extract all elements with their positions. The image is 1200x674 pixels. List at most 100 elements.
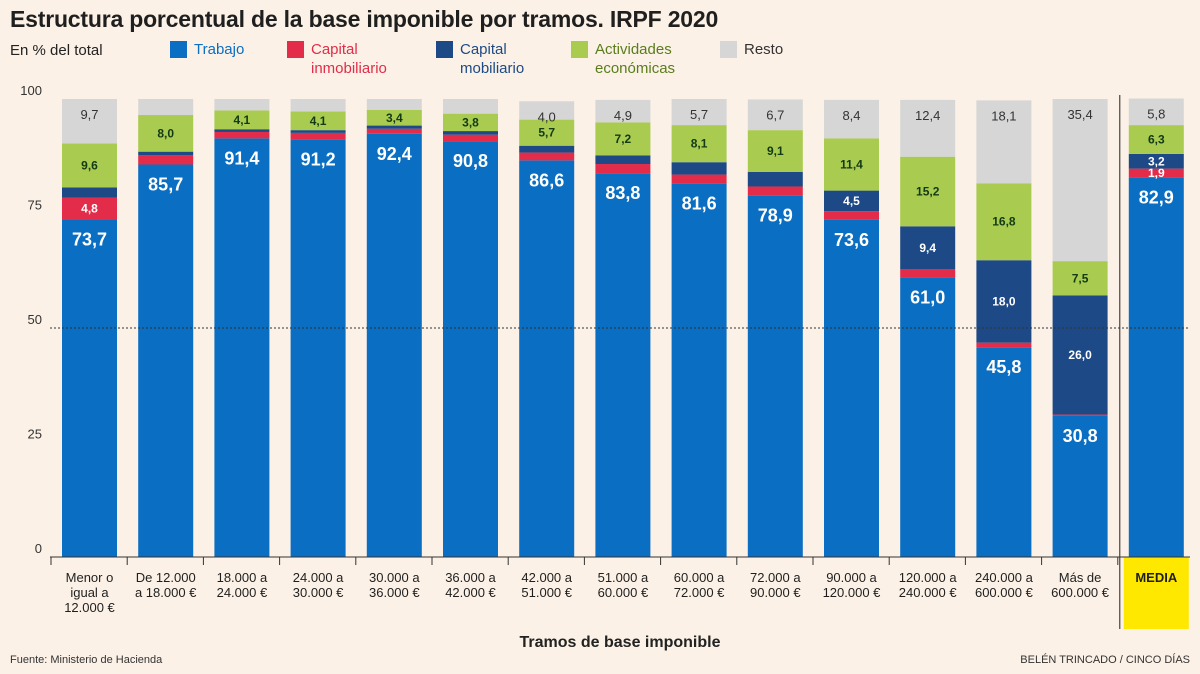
bar-segment	[443, 113, 498, 132]
bar-segment	[214, 99, 270, 111]
bar-segment	[138, 164, 194, 557]
bar-segment	[443, 134, 498, 142]
bar-segment	[1128, 168, 1184, 178]
data-label: 8,0	[157, 126, 174, 140]
bar-segment	[595, 155, 651, 165]
data-label: 30,8	[1063, 426, 1098, 446]
bar-segment	[976, 347, 1032, 557]
y-tick-label: 25	[28, 427, 42, 442]
data-label: 4,8	[81, 201, 98, 215]
x-tick-label: Más de 600.000 €	[1051, 570, 1110, 600]
bar-segment	[671, 125, 727, 163]
legend-swatch	[287, 41, 304, 58]
x-axis-title: Tramos de base imponible	[519, 634, 721, 651]
bar-segment	[290, 132, 346, 140]
data-label: 9,7	[80, 107, 98, 122]
bar-segment	[443, 131, 498, 135]
data-label: 73,6	[834, 230, 869, 250]
bar-segment	[1052, 415, 1108, 557]
bar-segment	[519, 160, 575, 557]
bar-segment	[214, 131, 270, 139]
data-label: 9,1	[767, 144, 784, 158]
data-label: 91,4	[224, 148, 259, 168]
data-label: 90,8	[453, 151, 488, 171]
bar-segment	[595, 164, 651, 174]
bar-segment	[595, 173, 651, 558]
bar-segment	[366, 133, 422, 558]
source-note: Fuente: Ministerio de Hacienda	[10, 654, 163, 666]
data-label: 5,8	[1147, 107, 1165, 122]
bar-segment	[214, 129, 270, 132]
data-label: 3,2	[1148, 154, 1165, 168]
bar-segment	[976, 183, 1032, 261]
data-label: 5,7	[538, 126, 555, 140]
legend-swatch	[571, 41, 588, 58]
bar-segment	[595, 122, 651, 156]
data-label: 82,9	[1139, 187, 1174, 207]
bar-segment	[900, 156, 956, 227]
x-tick-label: 90.000 a 120.000 €	[823, 570, 882, 600]
data-label: 4,5	[843, 194, 860, 208]
data-label: 45,8	[986, 357, 1021, 377]
data-label: 81,6	[682, 193, 717, 213]
bar-segment	[1052, 99, 1108, 262]
bar-segment	[443, 141, 498, 558]
x-tick-label: De 12.000 a 18.000 €	[135, 570, 197, 600]
x-tick-label: 42.000 a 51.000 €	[521, 570, 572, 600]
data-label: 4,1	[310, 114, 327, 128]
bar-segment	[671, 162, 727, 175]
bar-segment	[519, 152, 575, 161]
bar-segment	[290, 139, 346, 557]
bar-segment	[62, 219, 117, 558]
bar-segment	[1052, 295, 1108, 415]
data-label: 9,4	[919, 241, 936, 255]
bar-segment	[900, 269, 956, 278]
bar-segment	[824, 219, 879, 558]
bar-segment	[519, 145, 575, 153]
bar-segment	[824, 99, 879, 139]
data-label: 35,4	[1067, 107, 1092, 122]
data-label: 6,3	[1148, 133, 1165, 147]
chart-title: Estructura porcentual de la base imponib…	[10, 6, 719, 32]
bar-segment	[1128, 125, 1184, 154]
bar-segment	[519, 101, 575, 120]
bar-segment	[366, 125, 422, 129]
bar-segment	[747, 195, 803, 557]
bar-segment	[900, 226, 956, 270]
data-label: 7,2	[615, 132, 632, 146]
x-tick-label: 30.000 a 36.000 €	[369, 570, 420, 600]
data-label: 12,4	[915, 108, 940, 123]
data-label: 7,5	[1072, 271, 1089, 285]
legend-label: Trabajo	[194, 41, 245, 58]
legend-label: Capital mobiliario	[460, 41, 525, 77]
bar-segment	[595, 99, 651, 123]
data-label: 4,1	[234, 113, 251, 127]
legend-label: Resto	[744, 41, 784, 58]
bar-segment	[366, 109, 422, 126]
data-label: 15,2	[916, 185, 940, 199]
bar-segment	[366, 128, 422, 134]
bar-segment	[366, 99, 422, 110]
bar-segment	[214, 138, 270, 557]
bar-segment	[1052, 414, 1108, 416]
bar-segment	[747, 99, 803, 131]
bar-segment	[138, 115, 194, 152]
x-tick-label: Menor o igual a 12.000 €	[64, 570, 115, 615]
data-label: 9,6	[81, 158, 98, 172]
x-tick-label: 18.000 a 24.000 €	[217, 570, 268, 600]
bar-segment	[1128, 177, 1184, 557]
bar-segment	[290, 111, 346, 131]
bar-segment	[62, 187, 117, 198]
data-label: 18,0	[992, 294, 1016, 308]
bar-segment	[976, 100, 1032, 184]
data-label: 8,4	[842, 108, 860, 123]
y-tick-label: 50	[28, 312, 42, 327]
bar-segment	[1128, 98, 1184, 126]
data-label: 3,8	[462, 115, 479, 129]
data-label: 11,4	[840, 157, 863, 171]
y-tick-label: 75	[28, 198, 42, 213]
data-label: 4,9	[614, 108, 632, 123]
data-label: 83,8	[605, 183, 640, 203]
bar-segment	[62, 197, 117, 220]
